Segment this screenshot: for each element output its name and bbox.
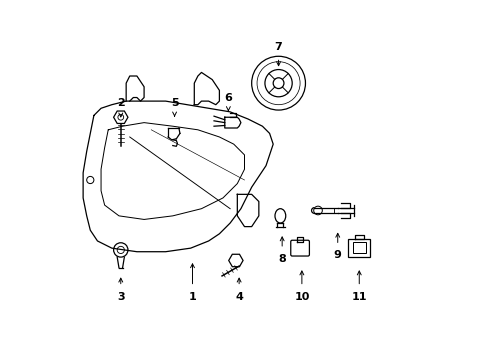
Text: 3: 3 [117, 292, 124, 302]
Text: 6: 6 [224, 93, 232, 103]
Text: 10: 10 [294, 292, 309, 302]
Text: 8: 8 [278, 254, 285, 264]
Text: 1: 1 [188, 292, 196, 302]
Bar [352, 242, 365, 253]
Text: 9: 9 [333, 250, 341, 260]
Text: 2: 2 [117, 98, 124, 108]
Bar [348, 239, 369, 257]
Text: 4: 4 [235, 292, 243, 302]
Text: 7: 7 [274, 42, 282, 52]
Text: 11: 11 [351, 292, 366, 302]
Text: 5: 5 [170, 98, 178, 108]
